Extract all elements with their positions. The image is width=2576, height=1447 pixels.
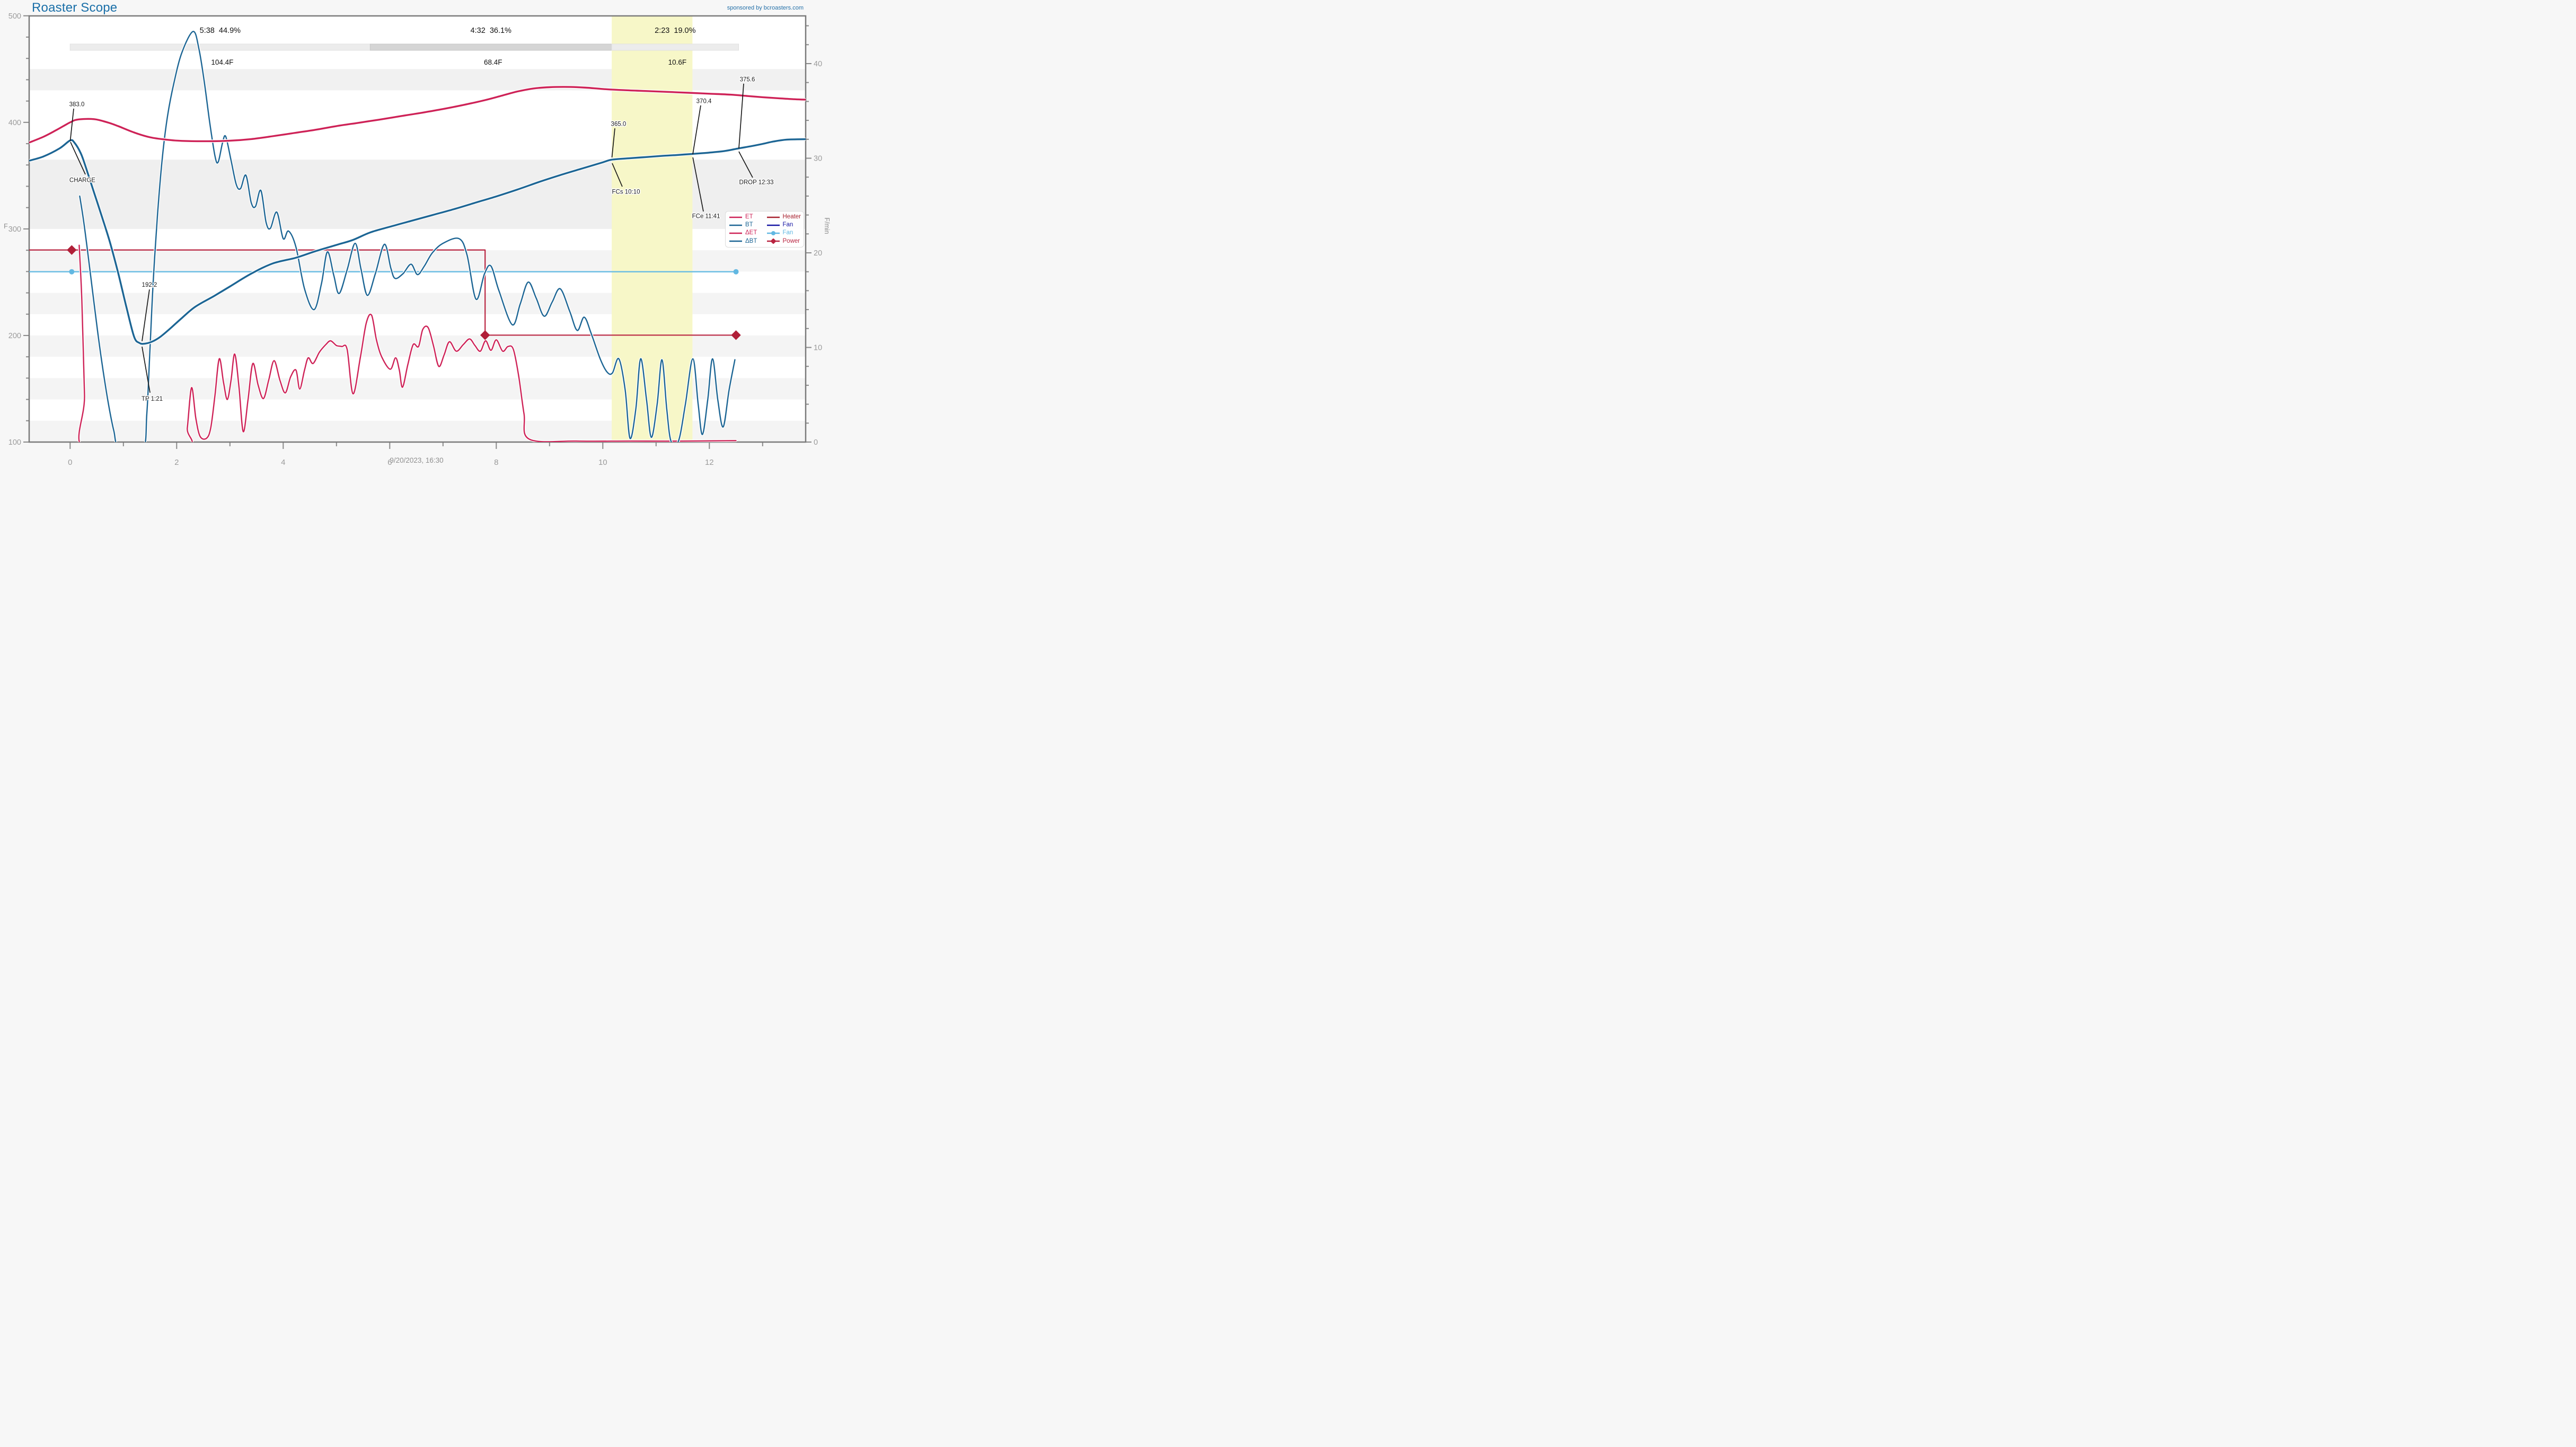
roast-profile-chart: 0 2 4 6 8 10 12 100 200 300 400 500 0 10 20 30 40 F F/min 3… (4, 12, 831, 467)
phase-1-temp-delta: 104.4F (211, 58, 234, 66)
legend-label: BT (745, 222, 753, 228)
dET-curve (78, 244, 737, 442)
tick-label: 20 (814, 249, 822, 258)
tick-label: 40 (814, 60, 822, 68)
roaster-scope-app: { "header": { "title": "Roaster Scope", … (0, 0, 831, 467)
power-marker (480, 330, 490, 340)
annotation-connector (70, 142, 86, 175)
power-marker (67, 245, 77, 255)
event-annotations: 383.0 CHARGE 192.2 TP 1:21 365.0 FCs 10:10 370… (68, 76, 774, 403)
phase-bar-1 (69, 43, 370, 51)
tick-label: 8 (494, 458, 498, 467)
tick-label: 400 (8, 119, 21, 127)
Heater-curve (29, 249, 737, 336)
curves (29, 30, 806, 442)
tick-label: 10 (814, 344, 822, 352)
legend-item-fan-2[interactable]: Fan (766, 230, 804, 237)
annotation-label: 375.6 (740, 76, 755, 83)
legend-label: ΔBT (745, 237, 757, 244)
BT-curve (29, 138, 806, 345)
annotation-connector (142, 346, 151, 393)
annotation-connector (69, 108, 74, 142)
tick-label: 0 (68, 458, 72, 467)
legend-label: ET (745, 213, 753, 220)
phase-bar-2 (369, 43, 612, 51)
annotation-connector (611, 128, 615, 158)
annotation-label: FCs 10:10 (612, 189, 640, 196)
phase-3-time-percent: 2:23 19.0% (655, 27, 696, 35)
annotation-label: DROP 12:33 (739, 179, 774, 186)
annotation-label: 192.2 (142, 282, 157, 288)
det-line-swatch (729, 232, 742, 234)
tick-label: 100 (8, 438, 21, 447)
ET-curve (29, 86, 806, 144)
plot-border (28, 15, 807, 443)
annotation-label: 383.0 (69, 101, 85, 108)
heater-line-swatch (766, 216, 780, 218)
phase-2-temp-delta: 68.4F (483, 58, 502, 66)
annotation-connector (692, 105, 701, 155)
phase-1-time-percent: 5:38 44.9% (199, 27, 241, 35)
dBT-curve (79, 31, 736, 442)
phase-bar-3 (611, 43, 739, 51)
power-marker (731, 330, 741, 340)
tick-label: 12 (705, 458, 714, 467)
legend-item-heater[interactable]: Heater (766, 213, 804, 221)
legend-right-column: Heater Fan Fan Power (766, 213, 804, 245)
legend-item-fan[interactable]: Fan (766, 221, 804, 229)
legend: ET BT ΔET ΔBT Heater Fan Fan Power (725, 211, 804, 248)
tick-label: 300 (8, 225, 21, 234)
bt-line-swatch (729, 224, 742, 226)
tick-label: 6 (387, 458, 392, 467)
fan-circle-swatch (766, 231, 780, 236)
legend-label: Fan (782, 222, 793, 228)
development-phase-region (612, 16, 693, 442)
power-diamond-swatch (766, 239, 780, 244)
annotation-label: 370.4 (696, 98, 712, 104)
annotation-label: FCe 11:41 (692, 213, 720, 219)
tick-label: 30 (814, 155, 822, 163)
tick-label: 10 (598, 458, 607, 467)
annotation-label: 365.0 (611, 121, 627, 127)
fan-marker (733, 269, 739, 275)
legend-item-power[interactable]: Power (766, 237, 804, 245)
legend-item-et[interactable]: ET (729, 213, 766, 221)
annotation-label: CHARGE (69, 177, 96, 183)
left-axis-unit: F (4, 223, 8, 230)
annotation-connector (612, 163, 623, 187)
swatch-circle (771, 231, 775, 236)
tick-label: 0 (814, 438, 818, 447)
legend-label: Heater (782, 213, 801, 220)
tick-label: 2 (174, 458, 179, 467)
fan-line-swatch (766, 224, 780, 226)
et-line-swatch (729, 216, 742, 218)
sponsor-link[interactable]: sponsored by bcroasters.com (727, 5, 804, 11)
tick-label: 200 (8, 332, 21, 340)
legend-item-det[interactable]: ΔET (729, 230, 766, 237)
tick-label: 4 (281, 458, 285, 467)
phase-bars (69, 43, 739, 51)
right-axis-unit: F/min (823, 217, 831, 234)
legend-left-column: ET BT ΔET ΔBT (729, 213, 766, 245)
legend-item-bt[interactable]: BT (729, 221, 766, 229)
annotation-label: TP 1:21 (142, 396, 163, 402)
page-title: Roaster Scope (32, 1, 118, 15)
axes: 0 2 4 6 8 10 12 100 200 300 400 500 0 10 20 30 40 F F/min (4, 12, 831, 467)
legend-item-dbt[interactable]: ΔBT (729, 237, 766, 245)
fan-marker (69, 269, 75, 275)
phase-3-temp-delta: 10.6F (668, 58, 687, 66)
phase-2-time-percent: 4:32 36.1% (470, 27, 511, 35)
roast-date-time: 9/20/2023, 16:30 (390, 456, 444, 464)
annotation-connector (738, 151, 753, 178)
legend-label: ΔET (745, 230, 757, 236)
legend-label: Power (782, 237, 800, 244)
annotation-connector (738, 83, 744, 148)
annotation-connector (692, 157, 704, 212)
annotation-connector (142, 289, 150, 341)
legend-label: Fan (782, 230, 793, 236)
swatch-diamond (770, 239, 777, 244)
tick-label: 500 (8, 12, 21, 21)
dbt-line-swatch (729, 241, 742, 242)
